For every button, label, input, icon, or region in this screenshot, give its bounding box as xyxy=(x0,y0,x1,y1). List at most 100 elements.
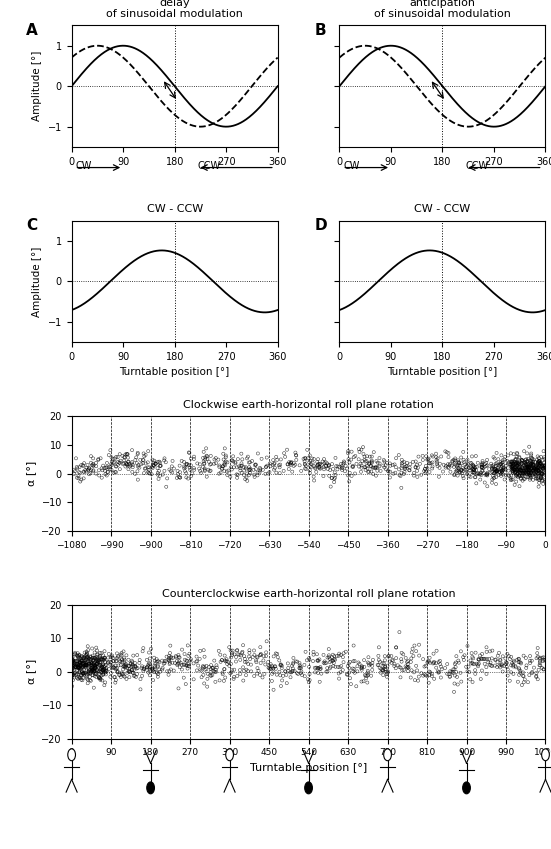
Point xyxy=(495,465,504,479)
Point xyxy=(419,669,428,683)
Point xyxy=(508,465,517,479)
Point xyxy=(514,652,523,666)
Point xyxy=(241,462,250,475)
Point xyxy=(104,465,112,479)
Point xyxy=(117,667,126,681)
Point xyxy=(100,651,109,665)
Point xyxy=(79,666,88,680)
Point xyxy=(490,452,499,465)
Point xyxy=(469,460,478,474)
Point xyxy=(507,650,516,664)
Point xyxy=(78,667,87,681)
Point xyxy=(536,457,544,470)
Point xyxy=(452,459,461,473)
Point xyxy=(503,647,512,661)
Point xyxy=(455,465,464,479)
Point xyxy=(75,656,84,670)
Point xyxy=(292,453,301,467)
Point xyxy=(237,646,246,660)
Point xyxy=(78,666,87,679)
Point xyxy=(98,659,107,672)
Point xyxy=(482,456,490,469)
Point xyxy=(321,459,330,473)
Point xyxy=(154,472,163,486)
Point xyxy=(511,463,520,476)
Point xyxy=(369,446,378,459)
Point xyxy=(74,661,83,674)
Point xyxy=(128,443,137,457)
Point xyxy=(115,456,124,469)
Point xyxy=(80,659,89,672)
Point xyxy=(339,457,348,470)
Point xyxy=(534,464,543,477)
Point xyxy=(415,457,424,470)
Point xyxy=(256,647,265,661)
Point xyxy=(491,466,500,480)
Point xyxy=(262,460,271,474)
Point xyxy=(122,649,131,662)
Point xyxy=(97,669,106,683)
Point xyxy=(312,648,321,661)
Point xyxy=(428,462,436,475)
Point xyxy=(99,658,107,672)
Point xyxy=(488,476,496,490)
Point xyxy=(127,457,136,470)
Title: Counterclockwise earth-horizontal roll plane rotation: Counterclockwise earth-horizontal roll p… xyxy=(162,588,455,599)
Point xyxy=(172,655,181,668)
Point xyxy=(456,466,464,480)
Point xyxy=(196,662,204,676)
Point xyxy=(116,648,125,661)
Point xyxy=(79,655,88,669)
Point xyxy=(82,652,90,666)
Point xyxy=(409,666,418,679)
Point xyxy=(287,666,296,679)
Point xyxy=(462,459,471,473)
Point xyxy=(245,649,253,663)
Point xyxy=(361,669,370,683)
Point xyxy=(424,453,433,466)
Point xyxy=(246,462,255,475)
Point xyxy=(128,655,137,669)
Point xyxy=(138,457,147,470)
Point xyxy=(541,461,550,475)
Point xyxy=(81,659,90,672)
Point xyxy=(483,466,492,480)
Point xyxy=(520,672,529,686)
Point xyxy=(469,651,478,665)
Point xyxy=(380,454,389,468)
Point xyxy=(98,663,106,677)
Point xyxy=(107,451,116,464)
Point xyxy=(97,646,106,660)
Point xyxy=(100,653,109,666)
Point xyxy=(541,459,549,473)
Point xyxy=(539,464,548,477)
Point xyxy=(296,666,305,680)
Point xyxy=(525,668,534,682)
Point xyxy=(399,663,408,677)
Point xyxy=(310,474,318,487)
Point xyxy=(463,465,472,479)
Point xyxy=(459,445,468,458)
Point xyxy=(285,455,294,469)
Point xyxy=(361,672,370,685)
Point xyxy=(373,658,382,672)
Point xyxy=(150,661,159,674)
Point xyxy=(260,649,268,663)
Point xyxy=(497,464,506,477)
Point xyxy=(527,470,536,484)
Point xyxy=(215,673,224,687)
Point xyxy=(499,458,507,472)
Point xyxy=(101,667,110,681)
Point xyxy=(73,649,82,662)
Point xyxy=(228,648,236,661)
Point xyxy=(369,467,377,481)
Point xyxy=(514,466,522,480)
Point xyxy=(327,650,336,664)
Point xyxy=(104,461,113,475)
Point xyxy=(526,473,534,486)
Point xyxy=(410,673,419,687)
Point xyxy=(386,470,395,484)
Point xyxy=(363,459,371,473)
Point xyxy=(506,455,515,469)
Point xyxy=(76,475,85,488)
